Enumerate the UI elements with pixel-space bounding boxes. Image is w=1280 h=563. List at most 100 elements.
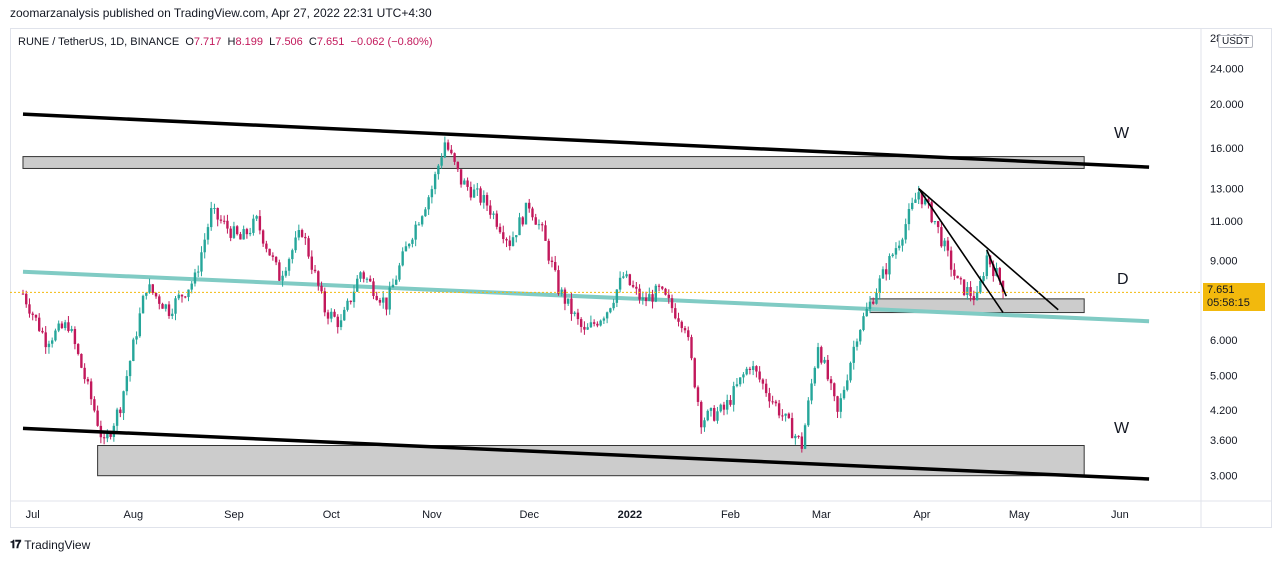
candle[interactable] — [677, 312, 680, 327]
candle[interactable] — [427, 195, 430, 216]
candle[interactable] — [47, 340, 51, 354]
candle[interactable] — [89, 378, 93, 406]
candle[interactable] — [537, 219, 541, 230]
candle[interactable] — [933, 220, 937, 225]
candle[interactable] — [171, 308, 174, 320]
candle[interactable] — [602, 316, 606, 324]
candle[interactable] — [141, 294, 145, 314]
candle[interactable] — [910, 197, 914, 211]
candle[interactable] — [511, 231, 515, 247]
candle[interactable] — [281, 270, 284, 287]
candle[interactable] — [190, 281, 193, 294]
candle[interactable] — [28, 298, 31, 318]
candle[interactable] — [946, 236, 950, 257]
candle[interactable] — [359, 271, 362, 283]
candle[interactable] — [816, 342, 820, 369]
candle[interactable] — [385, 297, 388, 316]
currency-badge[interactable]: USDT — [1218, 35, 1254, 48]
candle[interactable] — [777, 399, 781, 419]
candle[interactable] — [122, 390, 125, 420]
candle[interactable] — [508, 235, 511, 251]
candle[interactable] — [391, 278, 395, 288]
candle[interactable] — [261, 229, 265, 247]
candle[interactable] — [291, 248, 294, 264]
candle[interactable] — [469, 181, 473, 201]
candle[interactable] — [592, 319, 596, 327]
candle[interactable] — [612, 298, 615, 311]
candle[interactable] — [862, 312, 865, 332]
moving-average-line[interactable] — [22, 269, 1150, 324]
candle[interactable] — [615, 289, 619, 308]
candle[interactable] — [145, 292, 148, 300]
candle[interactable] — [60, 321, 64, 330]
candle[interactable] — [304, 232, 307, 245]
candle[interactable] — [278, 259, 281, 281]
candle[interactable] — [489, 200, 492, 219]
candle[interactable] — [716, 406, 719, 424]
candle[interactable] — [839, 393, 842, 419]
candle[interactable] — [287, 257, 291, 276]
candle[interactable] — [852, 340, 855, 370]
candle[interactable] — [313, 264, 317, 274]
candle[interactable] — [534, 213, 537, 225]
candle[interactable] — [466, 177, 469, 191]
candle[interactable] — [667, 289, 670, 304]
candle[interactable] — [407, 243, 411, 249]
candle[interactable] — [528, 198, 531, 213]
candle[interactable] — [969, 281, 972, 302]
candle[interactable] — [180, 294, 184, 303]
candle[interactable] — [235, 225, 239, 236]
candle[interactable] — [330, 308, 333, 323]
candle[interactable] — [67, 316, 70, 333]
candle[interactable] — [54, 328, 57, 342]
candle[interactable] — [826, 354, 829, 382]
candle[interactable] — [553, 255, 557, 272]
candle[interactable] — [326, 309, 330, 325]
candle[interactable] — [93, 396, 96, 413]
candle[interactable] — [962, 279, 966, 297]
candle[interactable] — [729, 395, 732, 407]
candle[interactable] — [583, 321, 586, 335]
candle[interactable] — [855, 338, 859, 351]
candle[interactable] — [252, 214, 255, 236]
candle[interactable] — [135, 331, 138, 345]
candle[interactable] — [323, 287, 326, 317]
candle[interactable] — [975, 285, 979, 301]
candle[interactable] — [518, 212, 521, 236]
candle[interactable] — [333, 309, 336, 318]
candle[interactable] — [748, 366, 752, 375]
candle[interactable] — [566, 298, 570, 306]
candle[interactable] — [885, 263, 888, 281]
candle[interactable] — [703, 417, 706, 432]
candle[interactable] — [352, 285, 356, 308]
candle[interactable] — [167, 301, 171, 319]
candle[interactable] — [320, 281, 323, 294]
candle[interactable] — [768, 387, 771, 408]
candle[interactable] — [985, 249, 989, 280]
zone-top[interactable] — [22, 156, 1085, 169]
candle[interactable] — [148, 278, 151, 294]
candle[interactable] — [138, 307, 142, 338]
candle[interactable] — [463, 178, 466, 185]
candle[interactable] — [115, 407, 119, 433]
candle[interactable] — [378, 297, 382, 306]
candle[interactable] — [894, 242, 898, 259]
candle[interactable] — [161, 302, 164, 309]
candle[interactable] — [771, 395, 774, 405]
candle[interactable] — [239, 231, 242, 240]
candle[interactable] — [184, 295, 187, 299]
candle[interactable] — [459, 169, 463, 188]
candle[interactable] — [787, 412, 791, 419]
candle[interactable] — [255, 214, 258, 222]
candle[interactable] — [949, 246, 953, 277]
candle[interactable] — [635, 281, 638, 295]
candle[interactable] — [833, 382, 836, 402]
candle[interactable] — [265, 240, 268, 253]
candle[interactable] — [76, 343, 80, 356]
candle[interactable] — [356, 275, 359, 293]
candle[interactable] — [343, 306, 346, 321]
candle[interactable] — [758, 366, 761, 383]
candle[interactable] — [849, 361, 852, 383]
candle[interactable] — [495, 210, 498, 230]
candle[interactable] — [875, 288, 878, 305]
